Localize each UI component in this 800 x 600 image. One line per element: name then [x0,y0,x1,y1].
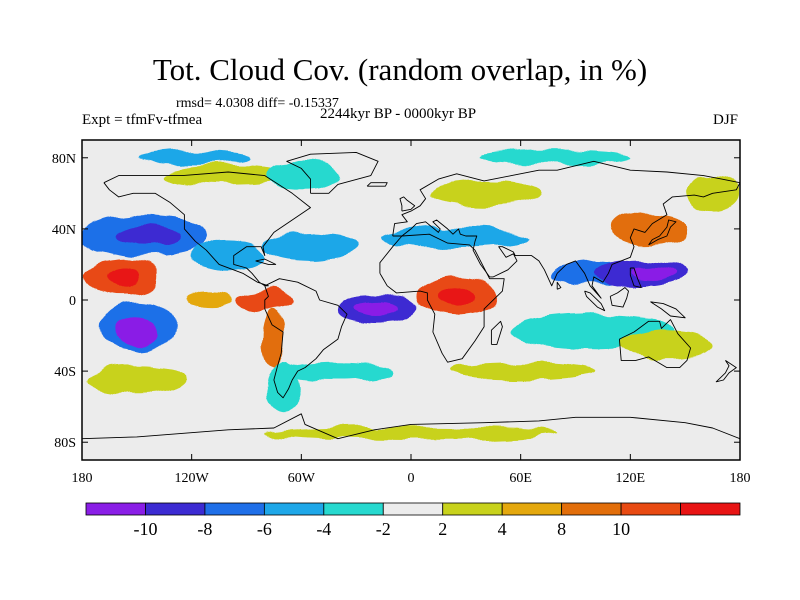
anomaly-region [114,317,159,347]
lat-tick-label: 80S [54,436,76,451]
anomaly-region [438,285,475,308]
colorbar-label: -6 [257,519,272,539]
chart-title: Tot. Cloud Cov. (random overlap, in %) [152,52,648,87]
lat-tick-label: 40S [54,365,76,380]
colorbar: -10 -8 -6 -4 -2 2 4 8 10 [85,502,741,539]
anomaly-region [283,362,393,380]
anomaly-region [103,268,141,286]
colorbar-label: 10 [612,519,630,539]
lon-tick-label: 60W [288,471,316,486]
colorbar-swatch [323,502,384,516]
coastline-sri-lanka [556,281,562,290]
anomaly-region [164,164,293,187]
colorbar-swatch [620,502,681,516]
lat-tick-label: 0 [69,294,76,309]
anomaly-region [191,241,265,270]
anomaly-fields [82,150,740,441]
anomaly-region [264,232,357,261]
axis-ticks: 180 120W 60W 0 60E 120E 180 80N 40N 0 40S 80S [52,140,751,486]
colorbar-swatch [382,502,444,516]
coastline-philippines [629,267,642,289]
anomaly-region [136,150,247,165]
season-label: DJF [713,112,739,128]
coastline-borneo [609,287,629,308]
colorbar-swatch [680,502,741,516]
coastline-iceland [366,182,388,187]
coastline-madagascar [490,320,503,345]
lon-tick-label: 0 [408,471,415,486]
coastline-africa [379,233,505,363]
coastlines [82,151,740,440]
colorbar-swatch [442,502,503,516]
lat-tick-label: 80N [52,152,76,167]
anomaly-region [264,426,558,441]
coastline-antarctica [82,413,740,440]
anomaly-region [429,180,539,206]
anomaly-region [262,310,285,368]
stats-label: rmsd= 4.0308 diff= -0.15337 [176,96,339,111]
colorbar-label: 8 [557,519,566,539]
coastline-greenland [286,151,379,194]
anomaly-region [621,330,713,359]
lon-tick-label: 180 [730,471,751,486]
anomaly-region [85,365,189,395]
anomaly-region [264,161,338,190]
colorbar-swatch [561,502,622,516]
anomaly-region [383,227,530,249]
colorbar-label: -10 [133,519,157,539]
colorbar-label: 4 [498,519,507,539]
colorbar-swatch [204,502,265,516]
lon-tick-label: 60E [509,471,532,486]
colorbar-swatch [85,502,146,516]
anomaly-region [264,364,302,414]
lon-tick-label: 120E [616,471,646,486]
colorbar-swatch [145,502,206,516]
coastline-sumatra [584,290,606,312]
coastline-uk [399,196,416,212]
coastline-south-america [264,278,348,399]
anomaly-region [188,292,232,308]
coastline-japan [648,219,677,246]
coastline-cuba [255,258,277,265]
anomaly-region [356,301,401,316]
anomaly-region [608,211,689,247]
coastline-new-guinea [650,301,686,319]
coastline-north-america [103,171,311,287]
anomaly-region [484,150,631,165]
colorbar-label: 2 [438,519,447,539]
experiment-label: Expt = tfmFv-tfmea [82,112,203,128]
colorbar-label: -4 [316,519,331,539]
lat-tick-label: 40N [52,223,76,238]
anomaly-region [447,362,594,380]
colorbar-label: -8 [197,519,212,539]
colorbar-swatch [263,502,325,516]
coastline-australia [618,319,692,369]
coastline-new-zealand [715,360,737,383]
coastline-eurasia [392,160,740,299]
colorbar-label: -2 [376,519,391,539]
anomaly-region [630,266,675,281]
lon-tick-label: 120W [175,471,210,486]
colorbar-swatch [501,502,563,516]
lon-tick-label: 180 [72,471,93,486]
plot-background [82,140,740,460]
period-label: 2244kyr BP - 0000kyr BP [320,106,477,122]
anomaly-region [113,225,179,247]
